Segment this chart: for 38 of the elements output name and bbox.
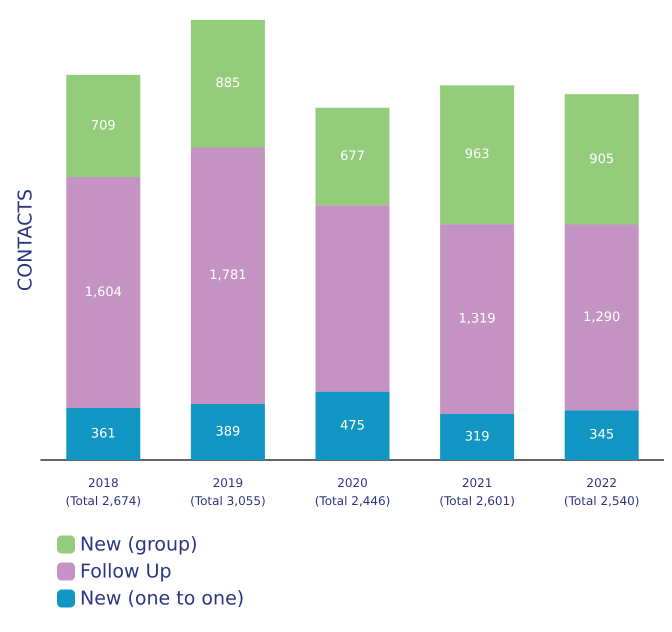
- legend-label: Follow Up: [80, 560, 172, 582]
- bar: [564, 410, 639, 460]
- x-tick-label: 2019 (Total 3,055): [190, 476, 266, 508]
- bar: [190, 404, 265, 460]
- bar: [440, 85, 514, 224]
- data-label: 885: [215, 76, 240, 92]
- data-label: 1,781: [209, 268, 247, 284]
- bar: [440, 414, 514, 460]
- data-label: 963: [464, 147, 490, 162]
- data-label: 1,319: [458, 312, 496, 327]
- bar: [66, 74, 140, 177]
- bar: [190, 20, 265, 148]
- legend-label: New (one to one): [80, 588, 244, 610]
- bar: [564, 224, 639, 410]
- data-label: 361: [90, 426, 116, 442]
- x-tick-label: 2022 (Total 2,540): [564, 476, 640, 508]
- data-label: 345: [589, 428, 614, 443]
- data-label: 677: [340, 148, 365, 164]
- data-label: 905: [589, 152, 614, 167]
- legend-label: New (group): [80, 534, 198, 556]
- data-label: 1,604: [84, 284, 122, 300]
- data-label: 319: [464, 430, 490, 445]
- x-tick-label: 2020 (Total 2,446): [314, 476, 390, 508]
- x-tick-label: 2021 (Total 2,601): [439, 476, 515, 508]
- data-label: 1,290: [583, 310, 620, 325]
- data-label: 475: [340, 418, 365, 434]
- bar: [564, 94, 639, 225]
- bar: [66, 176, 140, 408]
- bar: [190, 147, 265, 404]
- bar: [316, 205, 390, 392]
- data-label: 709: [90, 118, 116, 134]
- bar: [66, 408, 140, 460]
- bar: [440, 224, 514, 414]
- data-label: 389: [215, 424, 240, 440]
- y-axis-title: CONTACTS: [14, 188, 36, 292]
- bar: [316, 108, 390, 206]
- bar: [316, 392, 390, 460]
- x-tick-label: 2018 (Total 2,674): [66, 476, 142, 508]
